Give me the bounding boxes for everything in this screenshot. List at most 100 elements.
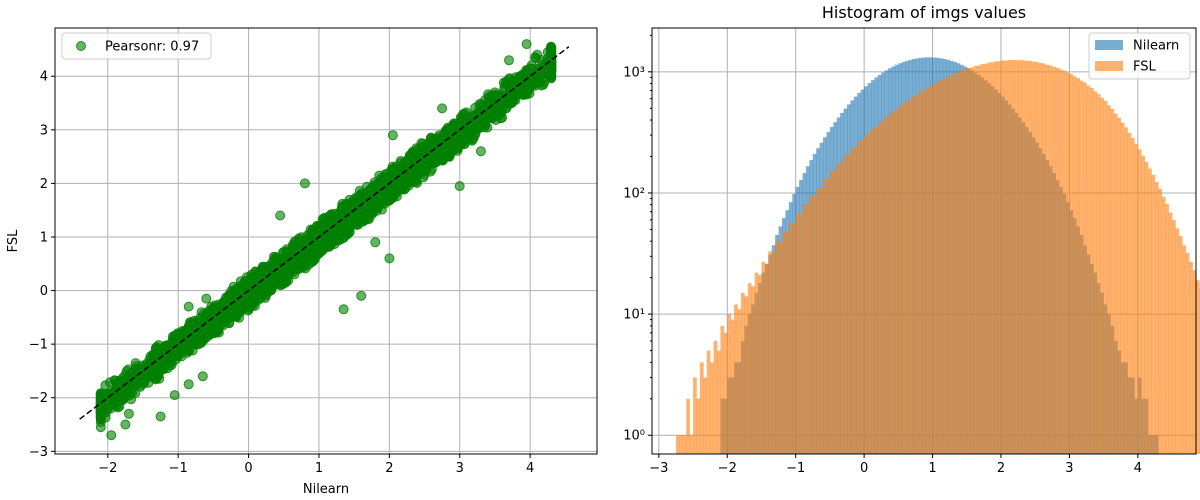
- histogram-bar-fsl: [959, 70, 964, 454]
- histogram-bar-fsl: [782, 231, 786, 454]
- histogram-bar-fsl: [805, 204, 810, 454]
- scatter-point: [235, 276, 246, 287]
- histogram-bar-fsl: [1076, 78, 1080, 454]
- histogram-bar-fsl: [1110, 108, 1115, 454]
- histogram-bar-fsl: [850, 148, 855, 455]
- histogram-bar-fsl: [1141, 155, 1145, 454]
- histogram-bar-fsl: [1192, 270, 1197, 454]
- histogram-bar-fsl: [894, 109, 899, 455]
- scatter-point: [509, 92, 520, 103]
- histogram-bar-fsl: [857, 141, 861, 455]
- histogram-bar-fsl: [761, 261, 766, 454]
- histogram-bar-fsl: [963, 69, 968, 455]
- histogram-bars: [675, 57, 1200, 455]
- scatter-point: [452, 145, 463, 156]
- histogram-bar-fsl: [1113, 113, 1118, 454]
- histogram-bar-fsl: [730, 319, 735, 454]
- histogram-bar-fsl: [1178, 236, 1183, 454]
- scatter-point: [334, 230, 345, 241]
- histogram-bar-fsl: [723, 332, 728, 454]
- scatter-point: [437, 103, 448, 114]
- scatter-point: [338, 304, 349, 315]
- scatter-reference-line: [79, 46, 570, 420]
- scatter-point: [243, 292, 253, 303]
- scatter-point: [387, 130, 398, 141]
- histogram-bar-fsl: [778, 242, 783, 454]
- histogram-bar-fsl: [1137, 149, 1142, 454]
- scatter-point: [374, 183, 385, 194]
- histogram-bar-fsl: [1175, 228, 1180, 454]
- histogram-bar-fsl: [1124, 127, 1128, 454]
- histogram-bar-fsl: [864, 134, 868, 454]
- histogram-bar-fsl: [833, 170, 838, 455]
- scatter-x-tick-label: −2: [98, 461, 117, 476]
- histogram-bar-fsl: [686, 398, 690, 454]
- histogram-bar-fsl: [1065, 72, 1070, 455]
- histogram-x-tick-label: 0: [860, 461, 868, 476]
- histogram-bar-fsl: [874, 127, 879, 454]
- histogram-bar-fsl: [994, 61, 998, 455]
- scatter-point: [183, 379, 194, 390]
- histogram-bar-fsl: [918, 91, 923, 455]
- histogram-bar-fsl: [799, 214, 803, 454]
- scatter-point: [184, 346, 195, 357]
- histogram-bar-fsl: [734, 304, 738, 454]
- scatter-point: [542, 47, 553, 58]
- histogram-bar-fsl: [1028, 60, 1033, 455]
- scatter-axes-frame: [54, 27, 598, 455]
- scatter-ticks: −2 −1 0 1 2 3 4 −3 −2 −1 0 1 2 3 4: [29, 70, 534, 476]
- histogram-bar-fsl: [946, 76, 950, 454]
- histogram-bar-fsl: [1168, 212, 1173, 454]
- histogram-bar-fsl: [970, 67, 974, 454]
- histogram-bar-fsl: [1031, 61, 1036, 455]
- histogram-bar-fsl: [693, 377, 697, 454]
- histogram-bar-fsl: [1100, 97, 1104, 454]
- histogram-bar-fsl: [1004, 60, 1009, 455]
- scatter-point: [206, 311, 217, 322]
- scatter-point: [370, 237, 381, 248]
- histogram-bar-fsl: [973, 65, 978, 455]
- histogram-bar-fsl: [949, 75, 954, 455]
- scatter-point: [532, 49, 543, 60]
- histogram-bar-fsl: [689, 435, 694, 454]
- histogram-bar-fsl: [877, 122, 882, 455]
- scatter-point: [416, 138, 427, 149]
- histogram-bar-fsl: [1189, 261, 1193, 454]
- histogram-x-tick-label: −2: [718, 461, 737, 476]
- scatter-y-tick-label: −3: [29, 445, 48, 460]
- scatter-point: [443, 123, 454, 134]
- scatter-point: [120, 419, 131, 430]
- histogram-bar-fsl: [1127, 132, 1132, 454]
- scatter-point: [363, 189, 374, 200]
- histogram-bar-fsl: [891, 110, 896, 455]
- histogram-bar-fsl: [1038, 62, 1043, 455]
- scatter-point: [258, 268, 269, 279]
- histogram-bar-fsl: [802, 204, 807, 454]
- histogram-bar-fsl: [1196, 280, 1200, 454]
- scatter-x-tick-label: −1: [169, 461, 188, 476]
- scatter-point: [536, 66, 547, 77]
- histogram-x-tick-label: 4: [1134, 461, 1142, 476]
- histogram-y-tick-label: 10⁰: [623, 429, 645, 444]
- histogram-bar-fsl: [785, 232, 790, 454]
- histogram-bar-fsl: [1103, 100, 1108, 455]
- scatter-point: [474, 99, 485, 110]
- scatter-point: [123, 408, 134, 419]
- histogram-bar-fsl: [1158, 188, 1163, 454]
- histogram-x-tick-label: −1: [786, 461, 805, 476]
- histogram-legend-label-fsl: FSL: [1133, 60, 1157, 75]
- histogram-bar-fsl: [843, 155, 848, 454]
- histogram-bar-fsl: [1134, 143, 1139, 455]
- histogram-bar-fsl: [1035, 61, 1039, 455]
- histogram-bar-fsl: [922, 90, 927, 455]
- scatter-point: [504, 55, 514, 66]
- histogram-bar-fsl: [870, 128, 875, 454]
- histogram-x-tick-label: 3: [1065, 461, 1073, 476]
- scatter-y-tick-label: 3: [40, 123, 48, 138]
- scatter-point: [152, 358, 163, 369]
- scatter-point: [383, 186, 393, 196]
- histogram-bar-fsl: [1079, 80, 1084, 455]
- histogram-bar-fsl: [1172, 219, 1176, 454]
- histogram-bar-fsl: [1086, 85, 1091, 454]
- histogram-bar-fsl: [737, 309, 742, 454]
